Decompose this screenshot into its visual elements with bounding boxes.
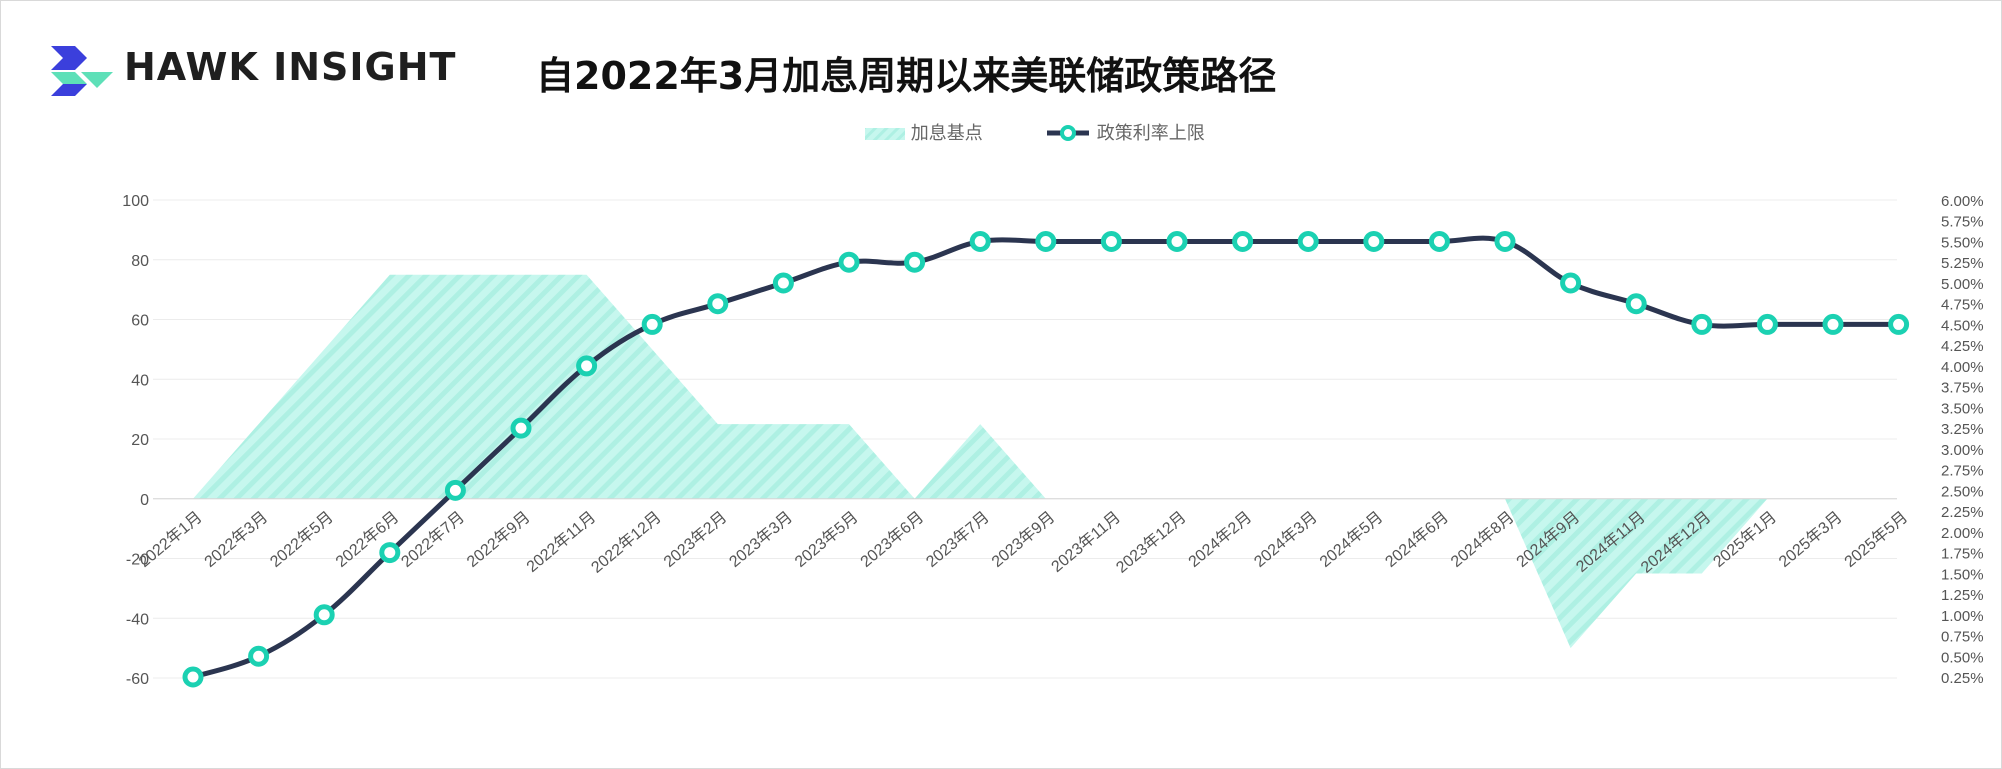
legend-line-swatch	[1047, 125, 1089, 141]
x-tick-label: 2024年5月	[1316, 508, 1386, 571]
data-point-marker	[510, 417, 532, 439]
x-tick-label: 2024年3月	[1251, 508, 1321, 571]
y-right-tick-label: 5.75%	[1941, 214, 1984, 231]
legend-item-line[interactable]: 政策利率上限	[1045, 119, 1205, 145]
data-point-marker	[1232, 230, 1254, 252]
data-point-marker	[1691, 313, 1713, 335]
y-left-tick-label: 20	[131, 432, 149, 449]
x-tick-label: 2025年3月	[1775, 508, 1845, 571]
data-point-marker	[838, 251, 860, 273]
y-right-tick-label: 3.75%	[1941, 380, 1984, 397]
y-right-tick-label: 5.50%	[1941, 234, 1984, 251]
y-right-tick-label: 4.25%	[1941, 338, 1984, 355]
data-point-marker	[313, 604, 335, 626]
data-point-marker	[1166, 230, 1188, 252]
y-right-tick-label: 1.25%	[1941, 587, 1984, 604]
y-right-tick-label: 6.00%	[1941, 193, 1984, 210]
x-tick-label: 2024年6月	[1382, 508, 1452, 571]
y-right-tick-label: 0.75%	[1941, 629, 1984, 646]
data-point-marker	[1625, 293, 1647, 315]
y-right-tick-label: 4.50%	[1941, 317, 1984, 334]
y-left-tick-label: -60	[126, 671, 149, 688]
y-right-tick-label: 1.50%	[1941, 566, 1984, 583]
area-series-hike-bp	[193, 274, 1899, 649]
data-point-marker	[1428, 230, 1450, 252]
legend-line-label: 政策利率上限	[1096, 123, 1205, 144]
chart-title: 自2022年3月加息周期以来美联储政策路径	[536, 54, 1277, 98]
x-tick-label: 2022年5月	[267, 508, 337, 571]
x-tick-label: 2023年5月	[791, 508, 861, 571]
data-point-marker	[1035, 230, 1057, 252]
hawk-insight-logo-icon	[51, 46, 113, 96]
y-right-tick-label: 4.75%	[1941, 297, 1984, 314]
y-right-tick-label: 4.00%	[1941, 359, 1984, 376]
y-right-tick-label: 2.25%	[1941, 504, 1984, 521]
y-right-tick-label: 3.50%	[1941, 400, 1984, 417]
legend-item-area[interactable]: 加息基点	[865, 119, 983, 145]
x-tick-label: 2023年11月	[1048, 508, 1124, 576]
y-left-tick-label: 100	[122, 193, 149, 210]
x-tick-label: 2022年11月	[523, 508, 599, 576]
y-axis-right: 6.00% 5.75% 5.50% 5.25% 5.00% 4.75% 4.50% 4.25%…	[1941, 193, 1984, 687]
x-tick-label: 2022年1月	[135, 508, 205, 571]
data-point-marker	[444, 479, 466, 501]
y-right-tick-label: 2.50%	[1941, 483, 1984, 500]
data-point-marker	[1100, 230, 1122, 252]
y-right-tick-label: 1.00%	[1941, 608, 1984, 625]
data-point-marker	[248, 645, 270, 667]
x-tick-label: 2023年6月	[857, 508, 927, 571]
y-right-tick-label: 3.00%	[1941, 442, 1984, 459]
y-left-tick-label: -40	[126, 611, 149, 628]
x-tick-label: 2022年12月	[588, 508, 665, 577]
y-right-tick-label: 5.25%	[1941, 255, 1984, 272]
line-markers	[182, 230, 1910, 688]
data-point-marker	[1363, 230, 1385, 252]
y-right-tick-label: 2.75%	[1941, 463, 1984, 480]
data-point-marker	[707, 293, 729, 315]
y-left-tick-label: 60	[131, 313, 149, 330]
data-point-marker	[1756, 313, 1778, 335]
y-axis-left: 100 80 60 40 20 0 -20 -40 -60	[122, 193, 149, 688]
x-tick-label: 2023年12月	[1113, 508, 1190, 577]
y-right-tick-label: 3.25%	[1941, 421, 1984, 438]
y-left-tick-label: 0	[140, 492, 149, 509]
y-left-tick-label: -20	[126, 552, 149, 569]
x-tick-label: 2023年2月	[660, 508, 730, 571]
y-left-tick-label: 80	[131, 253, 149, 270]
x-tick-label: 2024年8月	[1447, 508, 1517, 571]
data-point-marker	[1494, 230, 1516, 252]
brand-name: HAWK INSIGHT	[124, 45, 457, 89]
data-point-marker	[1560, 272, 1582, 294]
x-tick-label: 2022年7月	[398, 508, 468, 571]
x-tick-label: 2025年5月	[1841, 508, 1911, 571]
x-tick-label: 2022年9月	[463, 508, 533, 571]
y-right-tick-label: 2.00%	[1941, 525, 1984, 542]
legend-area-label: 加息基点	[910, 123, 983, 144]
y-right-tick-label: 1.75%	[1941, 546, 1984, 563]
data-point-marker	[641, 313, 663, 335]
x-tick-label: 2023年7月	[923, 508, 993, 571]
data-point-marker	[772, 272, 794, 294]
x-tick-label: 2023年9月	[988, 508, 1058, 571]
data-point-marker	[904, 251, 926, 273]
x-tick-label: 2023年3月	[726, 508, 796, 571]
y-right-tick-label: 0.25%	[1941, 670, 1984, 687]
y-right-tick-label: 5.00%	[1941, 276, 1984, 293]
data-point-marker	[182, 666, 204, 688]
data-point-marker	[1822, 313, 1844, 335]
y-right-tick-label: 0.50%	[1941, 649, 1984, 666]
data-point-marker	[379, 542, 401, 564]
x-tick-label: 2022年3月	[201, 508, 271, 571]
data-point-marker	[1888, 313, 1910, 335]
data-point-marker	[969, 230, 991, 252]
data-point-marker	[576, 355, 598, 377]
y-left-tick-label: 40	[131, 372, 149, 389]
data-point-marker	[1297, 230, 1319, 252]
x-tick-label: 2024年2月	[1185, 508, 1255, 571]
legend-area-swatch	[865, 128, 905, 140]
